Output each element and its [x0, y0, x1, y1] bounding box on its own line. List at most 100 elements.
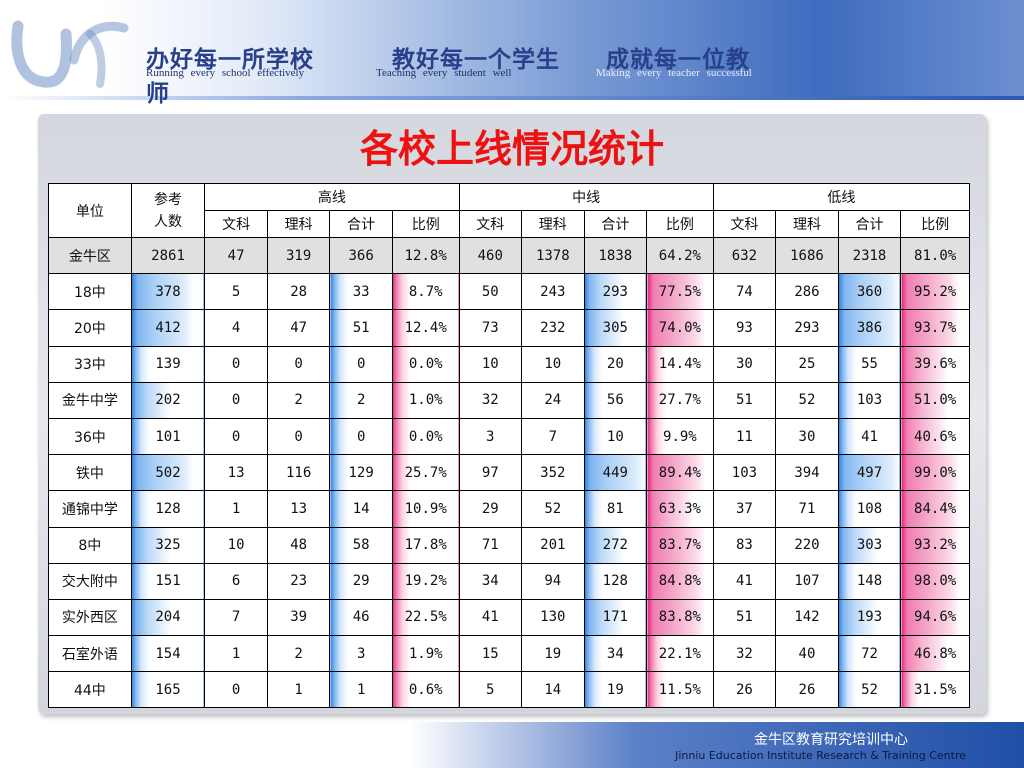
- cell-mid-3: 83.8%: [646, 598, 714, 637]
- table-row: 8中 325 10 48 58 17.8% 71 201 272 83.7% 83 220 303 93.…: [48, 526, 970, 564]
- cell-high-1: 28: [266, 273, 331, 311]
- cell-mid-1: 94: [521, 562, 585, 600]
- subheader-mid-0: 文科: [458, 210, 523, 238]
- cell-exam-count: 202: [130, 381, 206, 419]
- cell-exam-count: 128: [130, 490, 206, 528]
- cell-low-3: 46.8%: [900, 635, 970, 673]
- cell-low-3: 51.0%: [900, 381, 970, 419]
- header-banner: [0, 0, 1024, 100]
- cell-mid-3: 11.5%: [646, 671, 714, 709]
- cell-low-0: 32: [712, 635, 777, 673]
- table-row: 石室外语 154 1 2 3 1.9% 15 19 34 22.1% 32 40 72 46.8%: [48, 635, 970, 673]
- cell-mid-1: 24: [521, 381, 585, 419]
- slogan-2: 教好每一个学生: [392, 46, 560, 73]
- cell-high-3: 0.0%: [391, 345, 460, 383]
- cell-low-2: 497: [837, 454, 902, 492]
- cell-high-0: 4: [204, 309, 268, 347]
- cell-exam-count: 151: [130, 562, 206, 600]
- cell-mid-2: 81: [583, 490, 648, 528]
- table-row: 金牛区 2861 47 319 366 12.8% 460 1378 1838 64.2% 632 1…: [48, 236, 970, 275]
- cell-low-1: 25: [775, 345, 839, 383]
- cell-low-1: 107: [775, 562, 839, 600]
- cell-high-0: 1: [204, 635, 268, 673]
- cell-low-0: 30: [712, 345, 777, 383]
- cell-low-1: 220: [775, 526, 839, 564]
- cell-high-0: 0: [204, 671, 268, 709]
- header-group-mid: 中线: [458, 183, 714, 211]
- cell-mid-0: 50: [458, 273, 523, 311]
- subheader-high-1: 理科: [266, 210, 331, 238]
- cell-low-1: 71: [775, 490, 839, 528]
- cell-high-0: 7: [204, 598, 268, 637]
- cell-low-0: 41: [712, 562, 777, 600]
- cell-low-2: 2318: [837, 236, 902, 275]
- cell-exam-count: 101: [130, 417, 206, 456]
- cell-high-1: 319: [266, 236, 331, 275]
- cell-low-1: 30: [775, 417, 839, 456]
- cell-mid-3: 84.8%: [646, 562, 714, 600]
- cell-school-name: 铁中: [48, 454, 132, 492]
- cell-low-1: 26: [775, 671, 839, 709]
- cell-low-3: 31.5%: [900, 671, 970, 709]
- cell-exam-count: 412: [130, 309, 206, 347]
- cell-school-name: 20中: [48, 309, 132, 347]
- cell-high-0: 0: [204, 381, 268, 419]
- header-group-high: 高线: [204, 183, 460, 211]
- cell-high-2: 46: [329, 598, 393, 637]
- cell-mid-2: 10: [583, 417, 648, 456]
- cell-low-3: 93.7%: [900, 309, 970, 347]
- subheader-low-2: 合计: [837, 210, 902, 238]
- cell-mid-2: 56: [583, 381, 648, 419]
- page-title: 各校上线情况统计: [359, 126, 664, 171]
- cell-low-3: 81.0%: [900, 236, 970, 275]
- cell-low-0: 74: [712, 273, 777, 311]
- cell-high-2: 129: [329, 454, 393, 492]
- cell-mid-3: 27.7%: [646, 381, 714, 419]
- cell-mid-0: 32: [458, 381, 523, 419]
- cell-low-3: 40.6%: [900, 417, 970, 456]
- slogan-en-1: Running every school effectively: [146, 67, 305, 79]
- cell-mid-2: 34: [583, 635, 648, 673]
- cell-low-2: 360: [837, 273, 902, 311]
- table-row: 36中 101 0 0 0 0.0% 3 7 10 9.9% 11 30 41 40.6%: [48, 417, 970, 456]
- cell-mid-2: 171: [583, 598, 648, 637]
- cell-high-2: 2: [329, 381, 393, 419]
- cell-low-2: 41: [837, 417, 902, 456]
- subheader-mid-1: 理科: [521, 210, 585, 238]
- subheader-high-0: 文科: [204, 210, 268, 238]
- cell-high-0: 47: [204, 236, 268, 275]
- table-row: 通锦中学 128 1 13 14 10.9% 29 52 81 63.3% 37 71 108 84.4%: [48, 490, 970, 528]
- cell-low-2: 108: [837, 490, 902, 528]
- slogan-1: 办好每一所学校: [146, 46, 314, 73]
- cell-high-2: 0: [329, 345, 393, 383]
- cell-mid-2: 128: [583, 562, 648, 600]
- cell-mid-1: 201: [521, 526, 585, 564]
- cell-high-3: 0.0%: [391, 417, 460, 456]
- table-row: 18中 378 5 28 33 8.7% 50 243 293 77.5% 74 286 360 95.2…: [48, 273, 970, 311]
- cell-mid-1: 352: [521, 454, 585, 492]
- cell-low-3: 95.2%: [900, 273, 970, 311]
- cell-high-3: 0.6%: [391, 671, 460, 709]
- cell-exam-count: 325: [130, 526, 206, 564]
- table-row: 铁中 502 13 116 129 25.7% 97 352 449 89.4% 103 394 497…: [48, 454, 970, 492]
- cell-exam-count: 165: [130, 671, 206, 709]
- cell-mid-0: 73: [458, 309, 523, 347]
- cell-high-0: 0: [204, 417, 268, 456]
- slogan-3: 成就每一位教: [606, 46, 750, 73]
- cell-low-3: 94.6%: [900, 598, 970, 637]
- cell-mid-1: 130: [521, 598, 585, 637]
- cell-low-2: 148: [837, 562, 902, 600]
- stats-table: 单位 参考 人数 高线 中线 低线 文科 理科 合计 比例 文科 理科 合计 比例 文科 理科 合计…: [48, 183, 971, 709]
- cell-mid-2: 20: [583, 345, 648, 383]
- cell-low-2: 386: [837, 309, 902, 347]
- cell-mid-1: 19: [521, 635, 585, 673]
- cell-school-name: 实外西区: [48, 598, 132, 637]
- cell-mid-0: 5: [458, 671, 523, 709]
- cell-high-2: 14: [329, 490, 393, 528]
- header-divider: [0, 96, 1024, 100]
- cell-low-1: 286: [775, 273, 839, 311]
- subheader-mid-2: 合计: [583, 210, 648, 238]
- table-row: 实外西区 204 7 39 46 22.5% 41 130 171 83.8% 51 142 193 94…: [48, 598, 970, 637]
- cell-high-0: 5: [204, 273, 268, 311]
- cell-high-2: 51: [329, 309, 393, 347]
